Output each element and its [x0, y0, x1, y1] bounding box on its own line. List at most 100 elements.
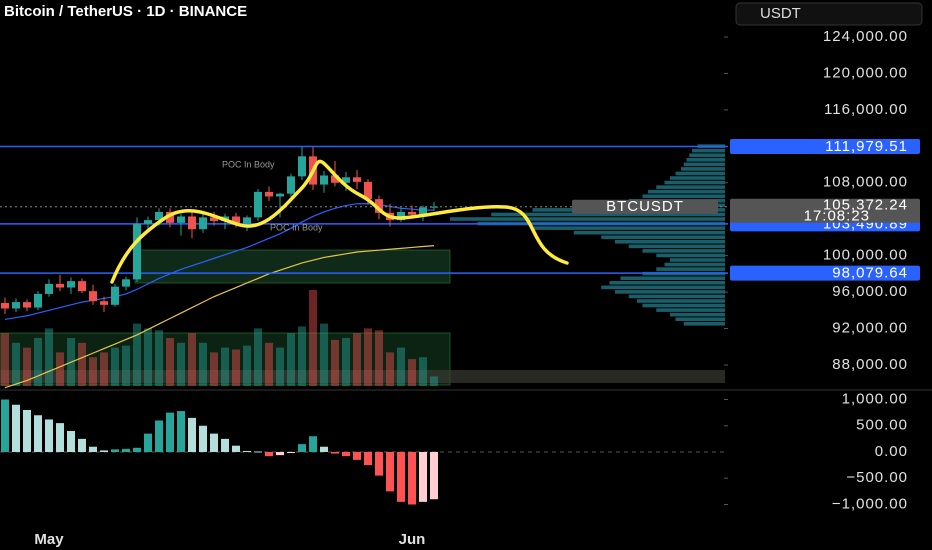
candle-body: [408, 211, 416, 215]
last-price-label: 105,372.24: [823, 197, 908, 214]
candle-body: [89, 291, 97, 302]
currency-label: USDT: [760, 5, 801, 22]
x-tick-label: May: [34, 531, 64, 548]
candle-body: [67, 281, 75, 288]
zone-box: [0, 370, 725, 383]
volume-bar: [1, 333, 9, 386]
volume-profile-bar: [642, 303, 725, 308]
symbol-label: BTCUSDT: [606, 198, 684, 215]
volume-bar: [133, 323, 141, 386]
histogram-bar: [67, 430, 75, 452]
volume-bar: [254, 328, 262, 386]
volume-bar: [419, 357, 427, 386]
volume-bar: [144, 328, 152, 386]
histogram-bar: [100, 450, 108, 452]
candle-body: [78, 281, 86, 292]
histogram-bar: [23, 410, 31, 452]
candle-body: [276, 193, 284, 197]
volume-bar: [331, 339, 339, 386]
osc-tick-label: −1,000.00: [832, 495, 908, 512]
volume-profile-bar: [628, 244, 725, 249]
histogram-bar: [166, 412, 174, 452]
volume-bar: [397, 347, 405, 386]
histogram-bar: [122, 448, 130, 452]
histogram-bar: [309, 436, 317, 452]
y-tick-label: 92,000.00: [832, 319, 908, 336]
volume-bar: [78, 342, 86, 386]
currency-button[interactable]: [735, 2, 923, 26]
volume-profile-bar: [648, 189, 725, 194]
osc-tick-label: −500.00: [846, 469, 908, 486]
osc-tick-label: 500.00: [856, 417, 908, 434]
volume-bar: [309, 290, 317, 386]
volume-profile-bar: [656, 185, 725, 189]
histogram-bar: [1, 399, 9, 452]
histogram-bar: [34, 415, 42, 452]
volume-profile-bar: [675, 171, 725, 176]
candle-body: [210, 217, 218, 222]
histogram-bar: [199, 425, 207, 452]
candle-body: [243, 217, 251, 224]
histogram-bar: [331, 451, 339, 454]
candle-body: [254, 191, 262, 218]
level-label: 111,979.51: [825, 138, 908, 155]
y-tick-label: 100,000.00: [823, 247, 908, 264]
osc-tick-label: 1,000.00: [842, 390, 908, 407]
histogram-bar: [144, 433, 152, 452]
volume-profile-bar: [656, 253, 725, 258]
candle-body: [188, 216, 196, 230]
volume-bar: [298, 326, 306, 386]
volume-profile-bar: [675, 317, 725, 322]
volume-bar: [342, 338, 350, 386]
volume-bar: [166, 338, 174, 386]
histogram-bar: [177, 411, 185, 452]
drawn-curve: [110, 159, 569, 284]
volume-profile-bar: [450, 217, 725, 221]
histogram-bar: [353, 451, 361, 460]
moving-average: [4, 245, 435, 389]
histogram-bar: [254, 451, 262, 453]
volume-bar: [287, 333, 295, 386]
chart-title: Bitcoin / TetherUS · 1D · BINANCE: [4, 3, 247, 20]
volume-bar: [23, 347, 31, 386]
volume-bar: [408, 359, 416, 386]
volume-profile-bar: [683, 162, 725, 167]
candle-body: [111, 286, 119, 305]
volume-profile-bar: [683, 321, 725, 326]
volume-profile-bar: [609, 280, 725, 285]
countdown-label: 17:08:23: [804, 208, 870, 225]
volume-bar: [364, 328, 372, 386]
histogram-bar: [408, 451, 416, 505]
candle-body: [342, 177, 350, 183]
histogram-bar: [287, 451, 295, 454]
candle-body: [177, 216, 185, 223]
volume-bar: [111, 347, 119, 386]
histogram-bar: [243, 450, 251, 452]
y-tick-label: 88,000.00: [832, 356, 908, 373]
x-tick-label: Jun: [399, 531, 426, 548]
volume-profile-bar: [681, 167, 725, 171]
volume-profile-bar: [656, 267, 725, 271]
histogram-bar: [12, 404, 20, 452]
volume-bar: [221, 347, 229, 386]
volume-bar: [188, 333, 196, 386]
histogram-bar: [221, 438, 229, 452]
candle-body: [320, 175, 328, 185]
volume-profile-bar: [670, 312, 725, 317]
volume-bar: [430, 376, 438, 386]
histogram-bar: [386, 451, 394, 492]
volume-profile-bar: [573, 230, 725, 235]
volume-bar: [155, 330, 163, 386]
annotation: POC In Body: [270, 222, 323, 232]
volume-bar: [177, 342, 185, 386]
volume-profile-bar: [686, 157, 725, 162]
candle-body: [419, 207, 427, 215]
volume-profile-bar: [601, 235, 725, 240]
candle-body: [375, 199, 383, 213]
volume-profile-bar: [664, 262, 725, 267]
volume-profile-bar: [692, 148, 725, 153]
volume-bar: [45, 328, 53, 386]
candle-body: [199, 217, 207, 230]
volume-bar: [276, 347, 284, 386]
